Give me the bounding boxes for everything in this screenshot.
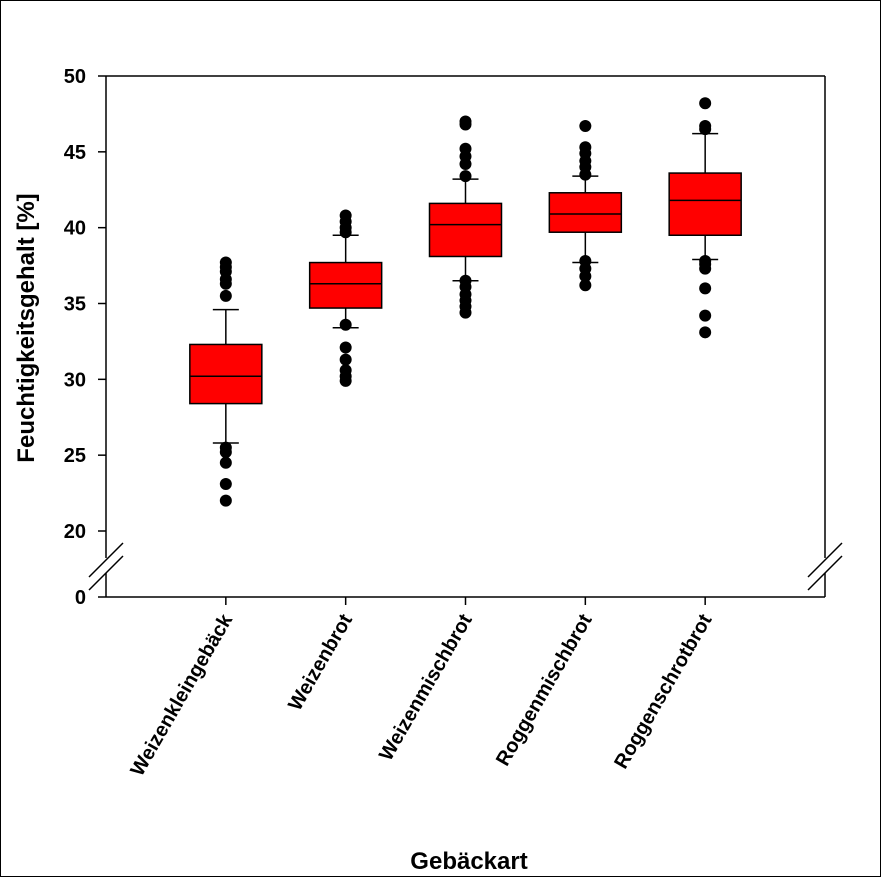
box-plot-1 bbox=[189, 256, 263, 507]
box-plot-2 bbox=[308, 209, 383, 387]
axis-break-mark-left-2 bbox=[88, 555, 124, 591]
y-tick-label: 20 bbox=[64, 521, 86, 543]
y-tick-label: 40 bbox=[64, 218, 86, 240]
iqr-box bbox=[308, 261, 383, 309]
outlier-point bbox=[579, 168, 592, 181]
outlier-point bbox=[219, 494, 232, 507]
labels-layer: Weizenkleingebäck Weizenbrot Weizenmischbr… bbox=[127, 610, 717, 780]
box-plot-3 bbox=[428, 115, 503, 319]
outlier-point bbox=[459, 306, 472, 319]
axis-break-mark-left-1 bbox=[88, 542, 124, 578]
axis-break-mark-right-1 bbox=[807, 542, 843, 578]
y-tick-label: 0 bbox=[75, 587, 86, 609]
outlier-point bbox=[219, 456, 232, 469]
outlier-point bbox=[579, 120, 592, 133]
outlier-point bbox=[219, 477, 232, 490]
outlier-point bbox=[699, 326, 712, 339]
outlier-point bbox=[339, 341, 352, 354]
iqr-box bbox=[668, 172, 742, 236]
outlier-point bbox=[339, 318, 352, 331]
outlier-point bbox=[699, 97, 712, 110]
outlier-point bbox=[579, 270, 592, 283]
outlier-point bbox=[459, 118, 472, 131]
outlier-point bbox=[579, 279, 592, 292]
x-tick-label: Weizenkleingebäck bbox=[127, 610, 238, 780]
box-plot-5 bbox=[668, 97, 742, 339]
y-tick-label: 50 bbox=[64, 66, 86, 88]
outlier-point bbox=[459, 170, 472, 183]
x-tick-label: Weizenbrot bbox=[284, 610, 357, 714]
iqr-box bbox=[548, 192, 623, 233]
outlier-point bbox=[219, 289, 232, 302]
x-tick-label: Roggenschrotbrot bbox=[610, 610, 716, 772]
x-axis-title: Gebäckart bbox=[410, 848, 527, 875]
y-tick-label: 35 bbox=[64, 294, 86, 316]
y-axis-title: Feuchtigkeitsgehalt [%] bbox=[13, 193, 40, 462]
x-tick-label: Roggenmischbrot bbox=[492, 610, 597, 769]
outlier-point bbox=[459, 157, 472, 170]
y-tick-label: 45 bbox=[64, 142, 86, 164]
y-tick-label: 25 bbox=[64, 445, 86, 467]
outlier-point bbox=[699, 262, 712, 275]
outlier-point bbox=[339, 374, 352, 387]
boxes-layer bbox=[189, 97, 742, 507]
outlier-point bbox=[699, 282, 712, 295]
outlier-point bbox=[339, 226, 352, 239]
iqr-box bbox=[189, 343, 263, 405]
iqr-box bbox=[428, 202, 503, 258]
x-tick-label: Weizenmischbrot bbox=[375, 610, 477, 764]
axes-layer: 0 20 25 30 35 40 45 50 bbox=[64, 66, 843, 609]
y-tick-label: 30 bbox=[64, 369, 86, 391]
outlier-point bbox=[219, 277, 232, 290]
outlier-point bbox=[699, 309, 712, 322]
axis-break-mark-right-2 bbox=[807, 555, 843, 591]
outlier-point bbox=[339, 353, 352, 366]
box-plot-4 bbox=[548, 120, 623, 292]
outlier-point bbox=[219, 446, 232, 459]
outlier-point bbox=[699, 123, 712, 136]
